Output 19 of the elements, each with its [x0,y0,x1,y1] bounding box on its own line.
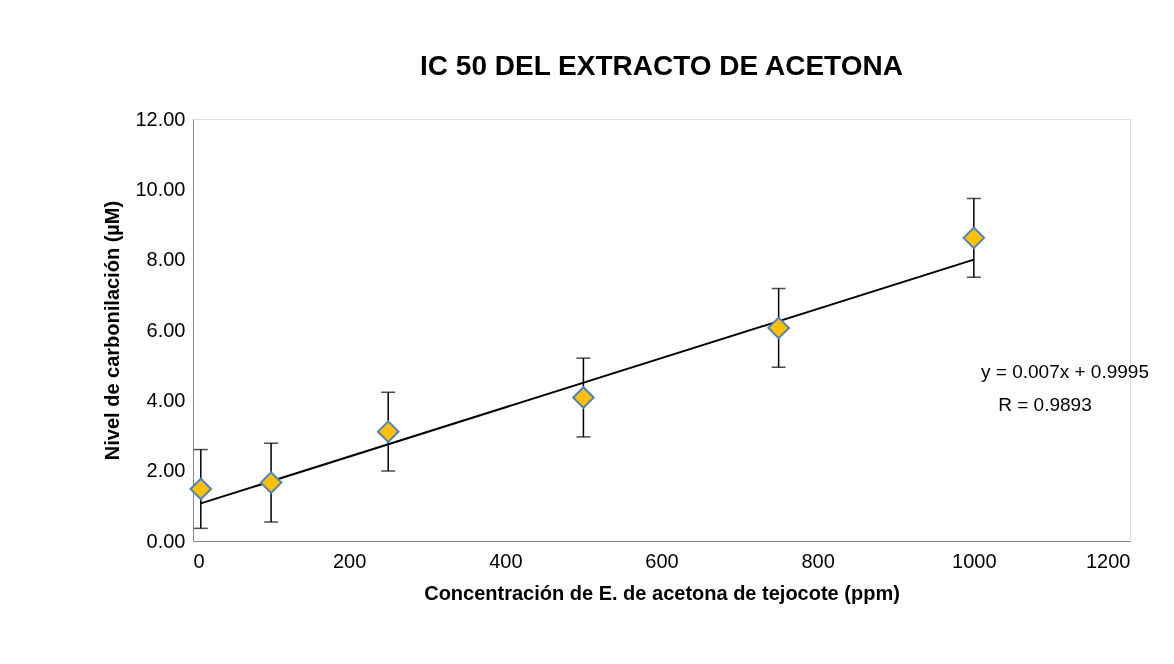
y-tick-label: 4.00 [146,388,186,411]
x-tick-label: 200 [332,549,367,572]
annotation: y = 0.007x + 0.9995 [981,361,1149,382]
y-axis-title: Nivel de carbonilación (µM) [101,200,124,461]
y-tick-label: 6.00 [146,318,186,341]
x-tick-label: 400 [489,549,523,572]
x-tick-label: 800 [801,549,835,572]
x-axis-title: Concentración de E. de acetona de tejocote (ppm) [424,581,900,604]
chart-title: IC 50 DEL EXTRACTO DE ACETONA [420,50,903,81]
x-tick-label: 1000 [952,549,997,572]
y-tick-label: 2.00 [146,459,186,482]
x-tick-label: 600 [645,549,679,572]
annotation: R = 0.9893 [998,394,1092,415]
x-tick-label: 1200 [1086,549,1131,572]
y-tick-label: 10.00 [135,177,186,200]
y-tick-label: 12.00 [135,107,186,130]
x-tick-label: 0 [193,549,205,572]
y-tick-label: 8.00 [146,248,186,271]
y-tick-label: 0.00 [146,529,186,552]
